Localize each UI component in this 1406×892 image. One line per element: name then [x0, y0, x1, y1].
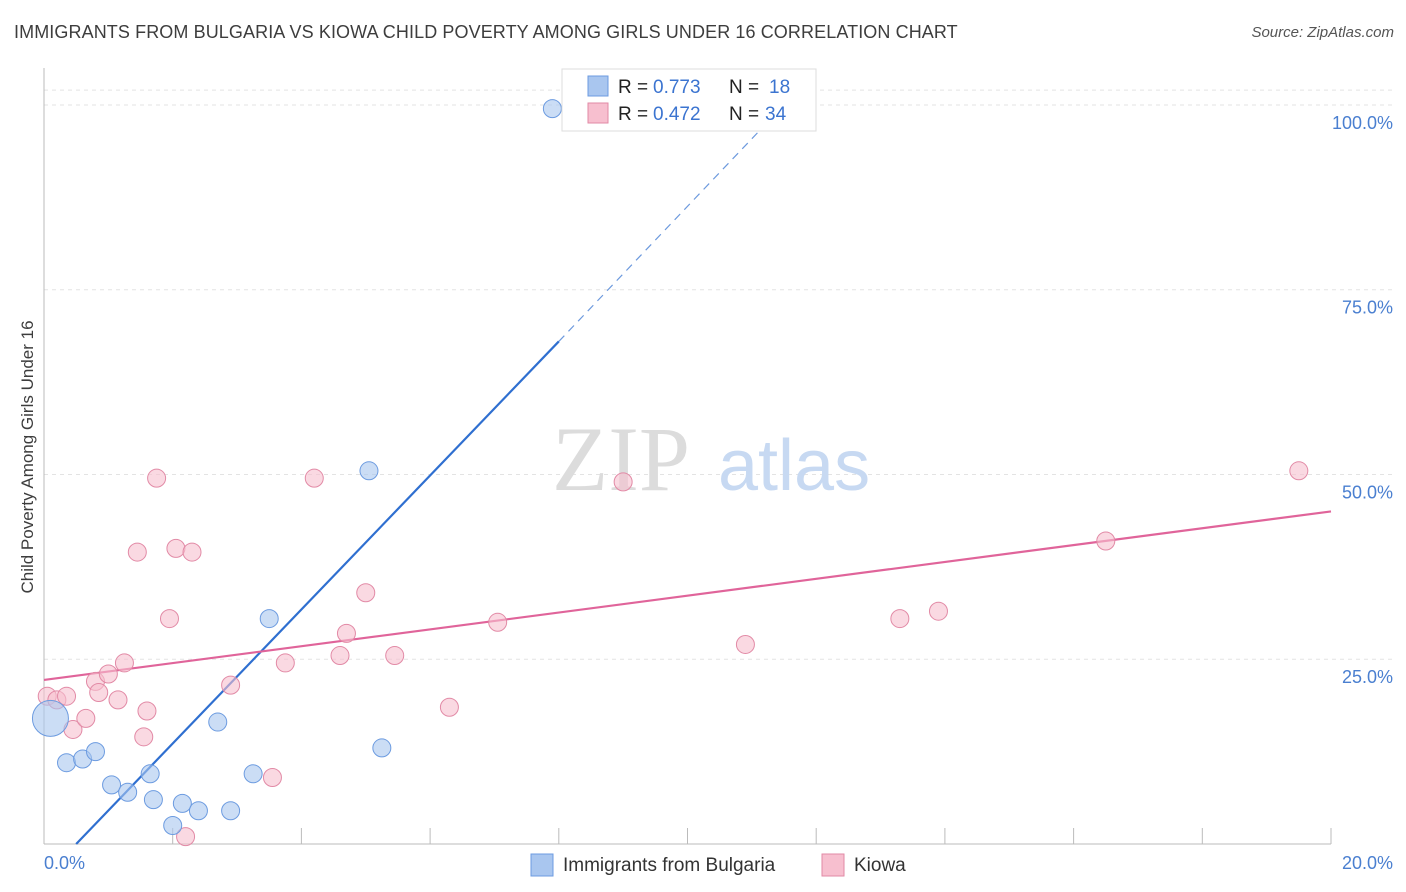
trend-lines — [43, 104, 1332, 845]
point-bulgaria — [243, 764, 263, 784]
gridlines — [44, 89, 1392, 660]
point-kiowa — [262, 767, 282, 787]
chart-title: IMMIGRANTS FROM BULGARIA VS KIOWA CHILD … — [14, 22, 958, 42]
trend-line-0 — [75, 340, 560, 845]
point-kiowa — [304, 468, 324, 488]
point-kiowa — [336, 623, 356, 643]
series-legend-label-bulgaria: Immigrants from Bulgaria — [563, 855, 776, 876]
point-kiowa — [890, 609, 910, 629]
point-bulgaria — [118, 782, 138, 802]
point-kiowa — [275, 653, 295, 673]
series-legend-swatch-bulgaria — [530, 853, 554, 877]
data-points — [31, 99, 1309, 847]
point-kiowa — [108, 690, 128, 710]
point-kiowa — [114, 653, 134, 673]
point-kiowa — [1096, 531, 1116, 551]
watermark-atlas: atlas — [718, 426, 870, 506]
point-kiowa — [488, 612, 508, 632]
legend-n-value-2: 34 — [765, 104, 787, 125]
y-tick-label: 50.0% — [1342, 482, 1393, 502]
point-bulgaria — [102, 775, 122, 795]
trend-line-1 — [43, 510, 1332, 682]
point-kiowa — [182, 542, 202, 562]
point-bulgaria — [221, 801, 241, 821]
point-kiowa — [166, 538, 186, 558]
legend-r-value-2: 0.472 — [653, 104, 701, 125]
point-bulgaria — [140, 764, 160, 784]
point-kiowa — [127, 542, 147, 562]
point-kiowa — [159, 609, 179, 629]
legend-r-value-1: 0.773 — [653, 77, 701, 98]
point-bulgaria — [259, 609, 279, 629]
point-kiowa — [356, 583, 376, 603]
legend-swatch-kiowa — [587, 102, 609, 124]
point-kiowa — [76, 708, 96, 728]
point-kiowa — [176, 827, 196, 847]
series-legend: Immigrants from Bulgaria Kiowa — [530, 853, 906, 877]
point-kiowa — [89, 682, 109, 702]
point-bulgaria — [208, 712, 228, 732]
point-kiowa — [137, 701, 157, 721]
legend-swatch-bulgaria — [587, 75, 609, 97]
point-bulgaria — [188, 801, 208, 821]
point-bulgaria — [172, 793, 192, 813]
point-kiowa — [147, 468, 167, 488]
point-kiowa — [735, 634, 755, 654]
y-tick-label: 25.0% — [1342, 667, 1393, 687]
point-bulgaria — [163, 816, 183, 836]
legend-n-value-1: 18 — [769, 77, 790, 98]
point-bulgaria — [143, 790, 163, 810]
y-axis-label: Child Poverty Among Girls Under 16 — [18, 320, 37, 593]
point-bulgaria — [359, 461, 379, 481]
x-ticks — [43, 828, 1332, 844]
point-kiowa — [1289, 461, 1309, 481]
point-kiowa — [330, 646, 350, 666]
point-kiowa — [221, 675, 241, 695]
point-kiowa — [928, 601, 948, 621]
y-tick-label: 75.0% — [1342, 298, 1393, 318]
series-legend-swatch-kiowa — [821, 853, 845, 877]
point-kiowa — [385, 646, 405, 666]
point-bulgaria — [85, 742, 105, 762]
y-tick-label: 100.0% — [1332, 113, 1393, 133]
point-bulgaria — [57, 753, 77, 773]
y-tick-labels: 25.0% 50.0% 75.0% 100.0% — [1332, 113, 1393, 687]
legend-r-label-2: R = — [618, 104, 648, 125]
legend-n-label-2: N = — [729, 104, 759, 125]
watermark-zip: ZIP — [552, 408, 690, 510]
legend-n-label-1: N = — [729, 77, 759, 98]
trend-line-extension-0 — [558, 104, 785, 342]
legend-r-label-1: R = — [618, 77, 648, 98]
series-legend-label-kiowa: Kiowa — [854, 855, 906, 876]
correlation-legend: R = 0.773 N = 18 R = 0.472 N = 34 — [561, 68, 817, 132]
source-label: Source: ZipAtlas.com — [1251, 24, 1394, 41]
x-tick-label-max: 20.0% — [1342, 853, 1393, 873]
x-tick-label-min: 0.0% — [44, 853, 85, 873]
point-kiowa — [134, 727, 154, 747]
point-kiowa — [57, 686, 77, 706]
point-kiowa — [439, 697, 459, 717]
point-kiowa — [98, 664, 118, 684]
point-bulgaria — [542, 99, 562, 119]
point-bulgaria — [31, 699, 69, 737]
point-kiowa — [613, 472, 633, 492]
point-bulgaria — [372, 738, 392, 758]
